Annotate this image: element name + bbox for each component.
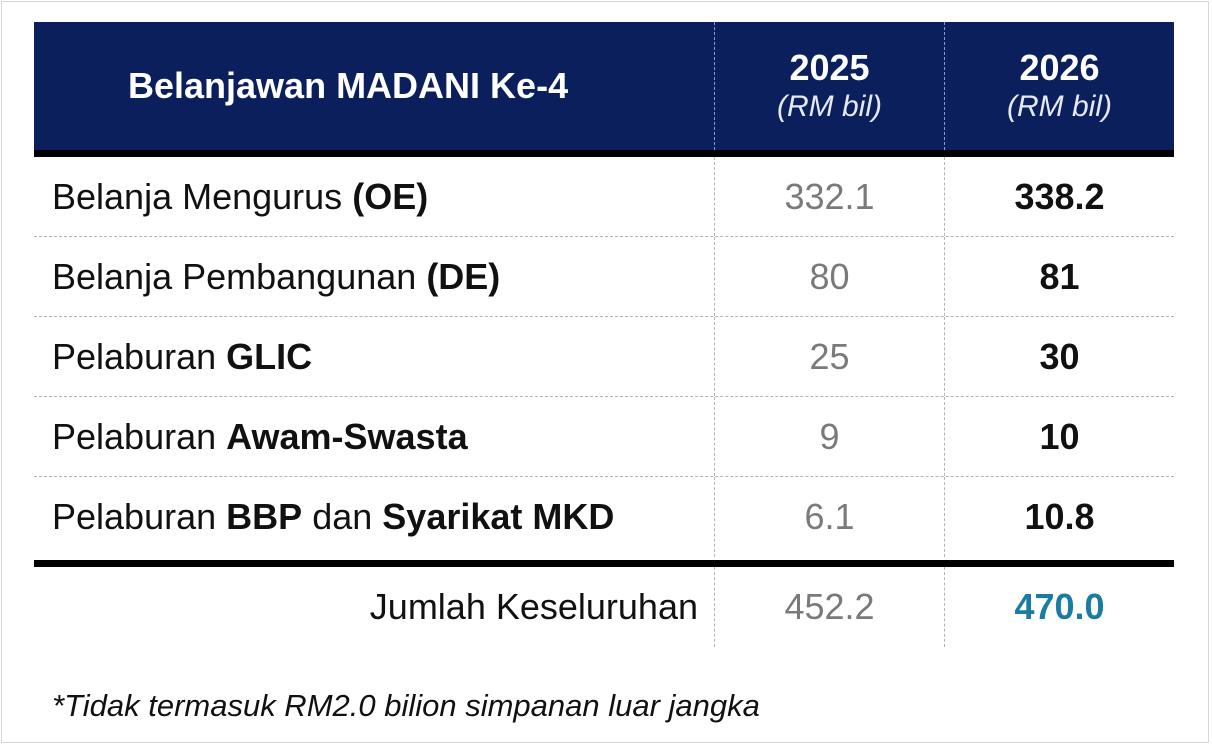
table-title: Belanjawan MADANI Ke-4 bbox=[128, 65, 569, 106]
value-2025: 25 bbox=[714, 317, 944, 396]
header-2026: 2026 (RM bil) bbox=[944, 22, 1174, 150]
total-row: Jumlah Keseluruhan 452.2 470.0 bbox=[34, 567, 1174, 647]
row-label-text: Belanja Pembangunan bbox=[52, 255, 417, 297]
total-divider bbox=[34, 560, 1174, 567]
header-2025-year: 2025 bbox=[789, 47, 870, 88]
table-row-ppp: Pelaburan Awam-Swasta 9 10 bbox=[34, 397, 1174, 477]
value-2025: 9 bbox=[714, 397, 944, 476]
row-label-text: Belanja Mengurus bbox=[52, 175, 343, 217]
value-2026: 81 bbox=[944, 237, 1174, 316]
header-2025-unit: (RM bil) bbox=[777, 90, 882, 123]
row-label-text: Pelaburan bbox=[52, 415, 217, 457]
header-2026-unit: (RM bil) bbox=[1007, 90, 1112, 123]
value-2026: 10 bbox=[944, 397, 1174, 476]
table-row-bbp: Pelaburan BBP dan Syarikat MKD 6.1 10.8 bbox=[34, 477, 1174, 557]
row-label: Belanja Pembangunan (DE) bbox=[34, 237, 714, 316]
total-2025: 452.2 bbox=[714, 567, 944, 647]
row-label-bold: (DE) bbox=[426, 255, 501, 297]
row-label-bold: Awam-Swasta bbox=[226, 415, 468, 457]
value-2026: 30 bbox=[944, 317, 1174, 396]
table-row-de: Belanja Pembangunan (DE) 80 81 bbox=[34, 237, 1174, 317]
row-label: Belanja Mengurus (OE) bbox=[34, 157, 714, 236]
header-2025: 2025 (RM bil) bbox=[714, 22, 944, 150]
total-label: Jumlah Keseluruhan bbox=[369, 586, 698, 627]
value-2025: 332.1 bbox=[714, 157, 944, 236]
value-2026: 10.8 bbox=[944, 477, 1174, 557]
table-row-glic: Pelaburan GLIC 25 30 bbox=[34, 317, 1174, 397]
table-body: Belanja Mengurus (OE) 332.1 338.2 Belanj… bbox=[34, 157, 1174, 557]
row-label: Pelaburan BBP dan Syarikat MKD bbox=[34, 477, 714, 557]
value-2025: 80 bbox=[714, 237, 944, 316]
header-divider bbox=[34, 150, 1174, 157]
value-2025: 6.1 bbox=[714, 477, 944, 557]
row-label-mid: dan bbox=[312, 496, 373, 537]
row-label-bold: BBP bbox=[226, 496, 303, 537]
table-row-oe: Belanja Mengurus (OE) 332.1 338.2 bbox=[34, 157, 1174, 237]
footnote: *Tidak termasuk RM2.0 bilion simpanan lu… bbox=[52, 688, 760, 723]
row-label-text: Pelaburan bbox=[52, 496, 217, 537]
row-label-bold-2: Syarikat MKD bbox=[382, 496, 615, 537]
table-header: Belanjawan MADANI Ke-4 2025 (RM bil) 202… bbox=[34, 22, 1174, 150]
row-label-bold: GLIC bbox=[226, 335, 313, 377]
row-label: Pelaburan GLIC bbox=[34, 317, 714, 396]
total-2026: 470.0 bbox=[944, 567, 1174, 647]
row-label-text: Pelaburan bbox=[52, 335, 217, 377]
header-2026-year: 2026 bbox=[1019, 47, 1100, 88]
row-label: Pelaburan Awam-Swasta bbox=[34, 397, 714, 476]
row-label-bold: (OE) bbox=[352, 175, 429, 217]
value-2026: 338.2 bbox=[944, 157, 1174, 236]
